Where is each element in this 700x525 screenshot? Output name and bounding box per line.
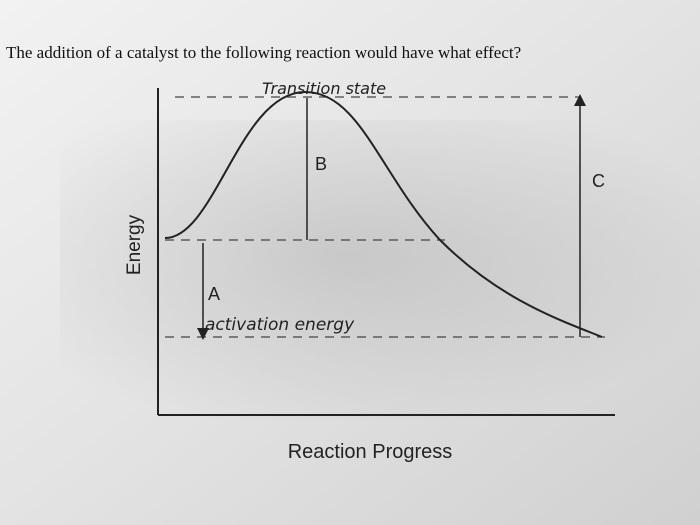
x-axis-label: Reaction Progress	[288, 441, 453, 463]
transition-state-note: Transition state	[262, 79, 386, 98]
activation-energy-note: activation energy	[205, 315, 355, 335]
question: The addition of a catalyst to the follow…	[6, 43, 521, 62]
y-axis-label: Energy	[124, 214, 145, 275]
shadow	[60, 120, 700, 420]
energy-curve	[164, 90, 603, 338]
label-a: A	[208, 284, 220, 304]
label-c: C	[592, 171, 605, 191]
label-b: B	[315, 154, 327, 174]
